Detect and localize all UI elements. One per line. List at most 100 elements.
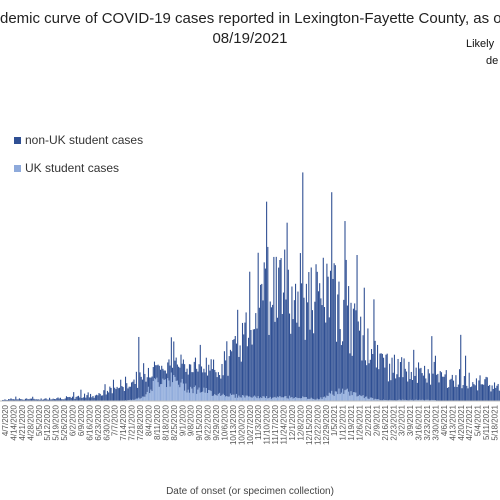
- non-uk-bar: [216, 377, 218, 396]
- x-tick-label: 9/22/2020: [204, 404, 213, 440]
- non-uk-bar: [8, 399, 10, 401]
- uk-bar: [319, 399, 321, 401]
- non-uk-bar: [308, 272, 310, 399]
- non-uk-bar: [387, 381, 389, 401]
- uk-bar: [238, 395, 240, 401]
- x-tick-label: 3/23/2021: [423, 404, 432, 440]
- non-uk-bar: [129, 386, 131, 400]
- non-uk-bar: [33, 398, 35, 401]
- non-uk-bar: [131, 382, 133, 401]
- non-uk-bar: [15, 396, 17, 401]
- non-uk-bar: [35, 399, 37, 401]
- non-uk-bar: [304, 339, 306, 398]
- non-uk-bar: [302, 172, 304, 397]
- non-uk-bar: [246, 346, 248, 396]
- uk-bar: [307, 398, 309, 401]
- non-uk-bar: [93, 397, 95, 401]
- uk-bar: [389, 399, 391, 401]
- uk-bar: [187, 389, 189, 401]
- non-uk-bar: [254, 329, 256, 396]
- x-tick-label: 2/9/2021: [372, 404, 381, 436]
- non-uk-bar: [307, 302, 309, 399]
- uk-bar: [157, 382, 159, 401]
- x-tick-label: 4/20/2021: [457, 404, 466, 440]
- non-uk-bar: [433, 361, 435, 401]
- non-uk-bar: [323, 307, 326, 397]
- uk-bar: [147, 386, 149, 401]
- non-uk-bar: [328, 317, 330, 393]
- non-uk-bar: [178, 366, 180, 385]
- uk-bar: [278, 397, 280, 401]
- non-uk-bar: [162, 368, 164, 379]
- non-uk-bar: [77, 395, 80, 401]
- non-uk-bar: [268, 334, 270, 399]
- non-uk-bar: [61, 399, 63, 401]
- x-tick-label: 10/6/2020: [220, 404, 229, 440]
- non-uk-bar: [80, 389, 82, 401]
- non-uk-bar: [208, 364, 210, 390]
- uk-bar: [280, 397, 282, 401]
- non-uk-bar: [73, 392, 75, 401]
- non-uk-bar: [377, 344, 379, 400]
- non-uk-bar: [70, 397, 72, 401]
- non-uk-bar: [284, 249, 286, 397]
- non-uk-bar: [82, 397, 84, 401]
- non-uk-bar: [440, 372, 443, 401]
- x-tick-label: 12/15/2020: [305, 404, 314, 445]
- uk-bar: [252, 396, 254, 401]
- uk-bar: [257, 396, 259, 401]
- x-tick-label: 5/4/2021: [474, 404, 483, 436]
- x-tick-label: 1/26/2021: [356, 404, 365, 440]
- x-tick-label: 7/21/2020: [128, 404, 137, 440]
- non-uk-bar: [301, 283, 303, 399]
- non-uk-bar: [146, 377, 148, 392]
- uk-bar: [352, 392, 354, 401]
- uk-bar: [409, 399, 411, 401]
- non-uk-bar: [409, 379, 411, 400]
- non-uk-bar: [180, 354, 182, 383]
- non-uk-bar: [121, 386, 123, 401]
- non-uk-bar: [331, 192, 333, 391]
- uk-bar: [150, 389, 152, 401]
- non-uk-bar: [140, 376, 142, 399]
- non-uk-bar: [448, 387, 450, 401]
- non-uk-bar: [17, 399, 19, 401]
- non-uk-bar: [64, 398, 66, 401]
- uk-bar: [421, 399, 423, 401]
- non-uk-bar: [206, 375, 209, 394]
- non-uk-bar: [466, 385, 468, 401]
- non-uk-bar: [88, 397, 90, 401]
- non-uk-bar: [79, 397, 81, 401]
- non-uk-bar: [329, 270, 332, 394]
- non-uk-bar: [185, 371, 187, 384]
- non-uk-bar: [209, 370, 211, 391]
- uk-bar: [332, 394, 334, 401]
- non-uk-bar: [363, 287, 365, 399]
- uk-bar: [432, 399, 434, 401]
- uk-bar: [139, 398, 141, 401]
- non-uk-bar: [190, 364, 192, 387]
- non-uk-bar: [53, 398, 55, 401]
- non-uk-bar: [269, 301, 271, 397]
- non-uk-bar: [389, 363, 391, 400]
- uk-bar: [285, 396, 287, 401]
- non-uk-bar: [210, 359, 212, 392]
- uk-bar: [153, 378, 156, 401]
- uk-bar: [258, 398, 260, 401]
- non-uk-bar: [120, 379, 122, 401]
- uk-bar: [304, 397, 306, 401]
- non-uk-bar: [327, 276, 329, 397]
- uk-bar: [247, 396, 250, 401]
- x-tick-label: 7/7/2020: [111, 404, 120, 436]
- non-uk-bar: [188, 364, 190, 393]
- uk-bar: [273, 397, 275, 401]
- non-uk-bar: [368, 363, 370, 400]
- uk-bar: [415, 399, 417, 401]
- uk-bar: [323, 396, 326, 401]
- uk-bar: [132, 399, 134, 401]
- uk-bar: [180, 382, 182, 401]
- non-uk-bar: [295, 283, 297, 398]
- non-uk-bar: [274, 321, 276, 397]
- x-tick-label: 8/25/2020: [170, 404, 179, 440]
- uk-bar: [137, 398, 139, 401]
